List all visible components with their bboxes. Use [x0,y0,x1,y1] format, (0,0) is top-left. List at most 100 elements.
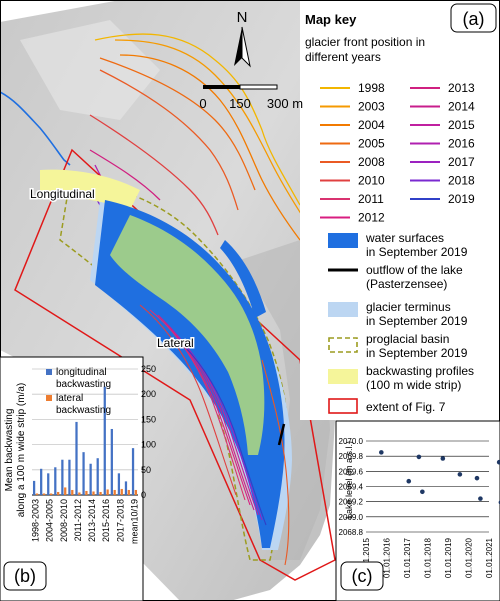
y-tick-label: 100 [141,440,156,450]
front-line-1998 [94,33,301,206]
svg-text:300 m: 300 m [267,96,303,111]
svg-text:outflow of the lake: outflow of the lake [366,263,463,277]
svg-text:in September 2019: in September 2019 [366,346,468,360]
glacier-ice-area [236,345,257,410]
scatter-chart: 2068.8 2069.0 2069.2 2069.4 2069.6 2069.8 2070… [339,437,500,578]
panel-b-label: (b) [3,561,47,591]
y-tick-label: 2069.4 [339,483,364,492]
front-line-2008 [99,69,239,211]
lake-level-point [416,454,422,460]
bar-longitudinal [32,480,36,495]
map-key-subtitle: glacier front position in [305,35,425,49]
y-tick-label: 2069.2 [339,498,364,507]
svg-text:glacier terminus: glacier terminus [366,300,451,314]
front-line-2011 [149,309,246,501]
bar-lateral [92,491,95,495]
legend-year-2004: 2004 [320,118,385,132]
lake-outflow [277,423,286,446]
svg-text:2004: 2004 [358,118,385,132]
bar-longitudinal [40,468,43,495]
bar-longitudinal [82,452,85,495]
terrain-ridge [20,20,160,120]
bar-lateral [113,489,116,495]
x-tick-label: 01.01.2016 [382,537,391,578]
x-tick-label: 01.01.2018 [424,537,433,578]
x-tick-label: 01.01.2021 [485,537,494,578]
panel-b-ylabel: Mean backwasting [4,409,15,492]
legend-year-2015: 2015 [410,118,475,132]
lake-level-point [440,456,446,461]
svg-text:2003: 2003 [358,100,385,114]
lake-level-point [474,475,480,481]
bar-chart: 0 50 100 150 200 250 1998-2003 2004-2005 2008-20… [31,364,156,544]
bar-longitudinal [103,386,106,495]
bar-longitudinal [117,473,121,495]
legend-year-1998: 1998 [320,81,385,95]
front-line-2010 [89,114,219,236]
svg-text:2014: 2014 [448,100,475,114]
svg-text:2013: 2013 [448,81,475,95]
longitudinal-tag: Longitudinal [30,187,95,201]
y-tick-label: 150 [141,414,156,424]
map-key-title: Map key [305,12,357,27]
bar-longitudinal [54,467,57,495]
bar-longitudinal [124,481,128,495]
y-tick-label: 2070.0 [339,437,364,446]
legend-year-2012: 2012 [320,211,385,225]
water-surface [95,200,285,548]
legend-year-2018: 2018 [410,174,475,188]
legend-proglacial-basin: proglacial basin in September 2019 [328,332,468,360]
x-tick-label: 2004-2005 [45,499,55,542]
panel-b-legend: longitudinal backwasting lateral backwas… [46,367,111,416]
svg-text:backwasting: backwasting [56,405,111,416]
legend-year-2008: 2008 [320,155,385,169]
lake-level-point [406,478,412,484]
scale-bar: 0 150 300 m [199,84,303,111]
bar-longitudinal [110,428,113,495]
x-tick-label: 1998-2003 [31,499,41,542]
y-tick-label: 0 [141,490,146,500]
y-tick-label: 200 [141,389,156,399]
x-tick-label: 2013-2014 [87,499,97,542]
y-tick-label: 2069.8 [339,452,364,461]
legend-water-surfaces: water surfaces in September 2019 [328,231,468,259]
legend-year-2005: 2005 [320,137,385,151]
lake-level-point [496,459,500,465]
front-line-2012 [157,314,251,506]
front-line-2005 [99,57,256,191]
legend-backwasting-profiles: backwasting profiles (100 m wide strip) [328,364,474,392]
svg-text:2008: 2008 [358,155,385,169]
lateral-tag: Lateral [157,336,194,350]
front-line-2013 [89,149,161,201]
front-line-2019 [183,345,267,526]
svg-text:water surfaces: water surfaces [365,231,444,245]
front-line-2010 [139,304,237,496]
svg-text:(100 m wide strip): (100 m wide strip) [366,378,461,392]
front-line-2008 [261,359,290,566]
bar-lateral [57,491,60,495]
legend-outflow: outflow of the lake (Pasterzensee) [328,263,463,291]
north-arrow-icon: N [234,9,251,68]
legend-glacier-terminus: glacier terminus in September 2019 [328,300,468,328]
map-key: Map key glacier front position in differ… [305,12,475,414]
panel-a-label: (a) [450,3,497,33]
bar-lateral [127,489,130,495]
legend-year-2003: 2003 [320,100,385,114]
x-tick-label: 2015-2016 [101,499,111,542]
panel-b: Mean backwasting along a 100 m wide stri… [0,356,156,601]
svg-text:N: N [237,9,248,26]
bar-lateral [85,490,88,495]
y-tick-label: 2068.8 [339,528,364,537]
svg-text:1998: 1998 [358,81,385,95]
legend-extent: extent of Fig. 7 [328,398,446,414]
y-tick-label: 50 [141,465,151,475]
svg-text:backwasting profiles: backwasting profiles [366,364,474,378]
svg-text:2015: 2015 [448,118,475,132]
bar-lateral [64,487,67,495]
bar-lateral [49,493,53,495]
x-tick-label: 01.01.2019 [444,537,453,578]
backwasting-profile-longitudinal [40,169,140,210]
bar-lateral [78,492,81,495]
svg-text:longitudinal: longitudinal [56,367,107,378]
